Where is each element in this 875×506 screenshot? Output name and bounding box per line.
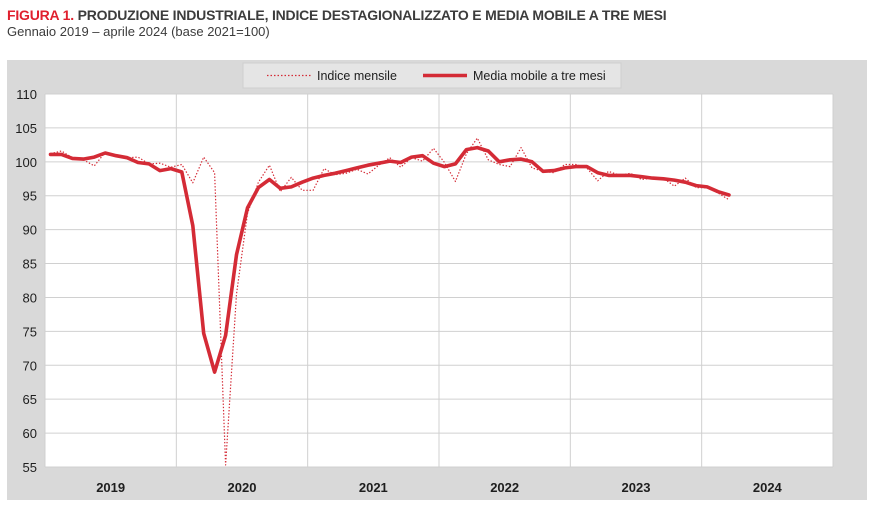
- legend-label-indice-mensile: Indice mensile: [317, 69, 397, 83]
- x-axis-ticks: 2019 2020 2021 2022 2023 2024: [96, 480, 782, 495]
- y-tick-label-60: 60: [23, 426, 37, 441]
- y-tick-label-55: 55: [23, 460, 37, 475]
- x-tick-label-2024: 2024: [753, 480, 783, 495]
- legend-label-media-mobile: Media mobile a tre mesi: [473, 69, 606, 83]
- grid-lines: [44, 93, 834, 468]
- line-chart: 110 105 100 95 90 85 80 75 70 65 60 55 2019 2020 2021…: [15, 62, 834, 495]
- x-tick-label-2021: 2021: [359, 480, 388, 495]
- y-tick-label-75: 75: [23, 324, 37, 339]
- y-tick-label-70: 70: [23, 358, 37, 373]
- y-axis-ticks: 110 105 100 95 90 85 80 75 70 65 60 55: [15, 87, 37, 475]
- figure-subtitle: Gennaio 2019 – aprile 2024 (base 2021=10…: [7, 24, 270, 39]
- x-tick-label-2020: 2020: [228, 480, 257, 495]
- y-tick-label-90: 90: [23, 223, 37, 238]
- figure-title-text: PRODUZIONE INDUSTRIALE, INDICE DESTAGION…: [77, 7, 667, 23]
- y-tick-label-65: 65: [23, 392, 37, 407]
- x-tick-label-2022: 2022: [490, 480, 519, 495]
- y-tick-label-95: 95: [23, 189, 37, 204]
- x-tick-label-2023: 2023: [622, 480, 651, 495]
- series-lines: [48, 137, 731, 466]
- chart-panel: 110 105 100 95 90 85 80 75 70 65 60 55 2019 2020 2021…: [7, 60, 867, 500]
- y-tick-label-105: 105: [15, 121, 37, 136]
- legend: Indice mensile Media mobile a tre mesi: [242, 62, 622, 89]
- figure-title: FIGURA 1. PRODUZIONE INDUSTRIALE, INDICE…: [7, 7, 667, 24]
- x-tick-label-2019: 2019: [96, 480, 125, 495]
- series-line-media-mobile: [48, 145, 731, 374]
- y-tick-label-80: 80: [23, 290, 37, 305]
- y-tick-label-110: 110: [16, 87, 37, 102]
- figure-label: FIGURA 1.: [7, 7, 74, 23]
- title-block: FIGURA 1. PRODUZIONE INDUSTRIALE, INDICE…: [7, 7, 667, 40]
- y-tick-label-100: 100: [15, 155, 37, 170]
- y-tick-label-85: 85: [23, 257, 37, 272]
